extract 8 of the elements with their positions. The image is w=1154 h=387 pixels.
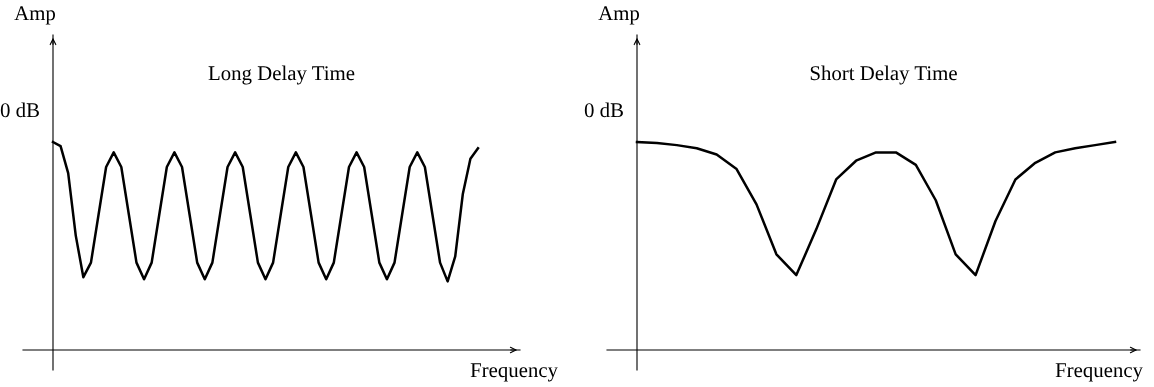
text: 0 dB — [584, 102, 623, 118]
chart-title: Short Delay Time — [810, 65, 957, 85]
y-axis-title: Amp — [598, 6, 640, 25]
y-axis-title: Amp — [14, 6, 56, 25]
x-axis-title: Frequency — [1055, 363, 1143, 382]
x-axis-title: Frequency — [470, 363, 558, 382]
chart-title: Long Delay Time — [208, 65, 355, 85]
text: 0 dB — [0, 102, 39, 118]
